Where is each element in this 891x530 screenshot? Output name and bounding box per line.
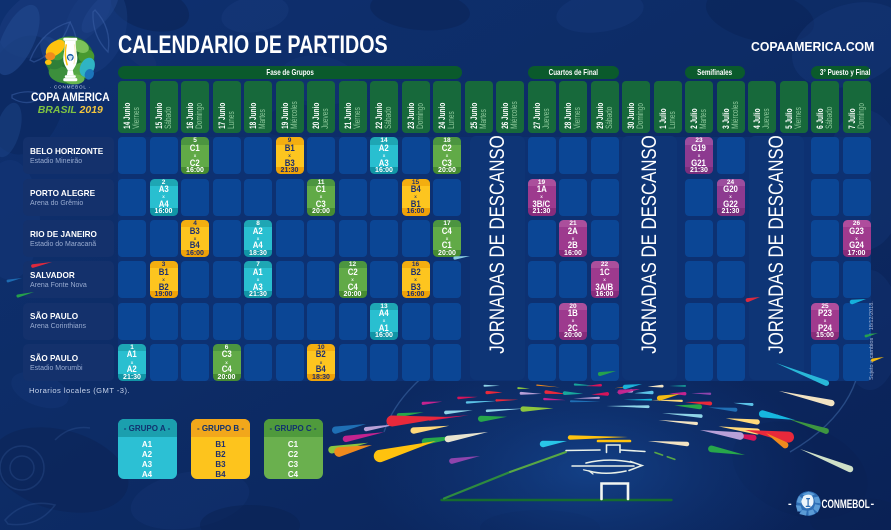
svg-text:COPA AMERICA: COPA AMERICA	[31, 91, 110, 104]
svg-text:· CONMEBOL ·: · CONMEBOL ·	[50, 85, 91, 90]
svg-text:BRASIL 2019: BRASIL 2019	[38, 104, 103, 116]
